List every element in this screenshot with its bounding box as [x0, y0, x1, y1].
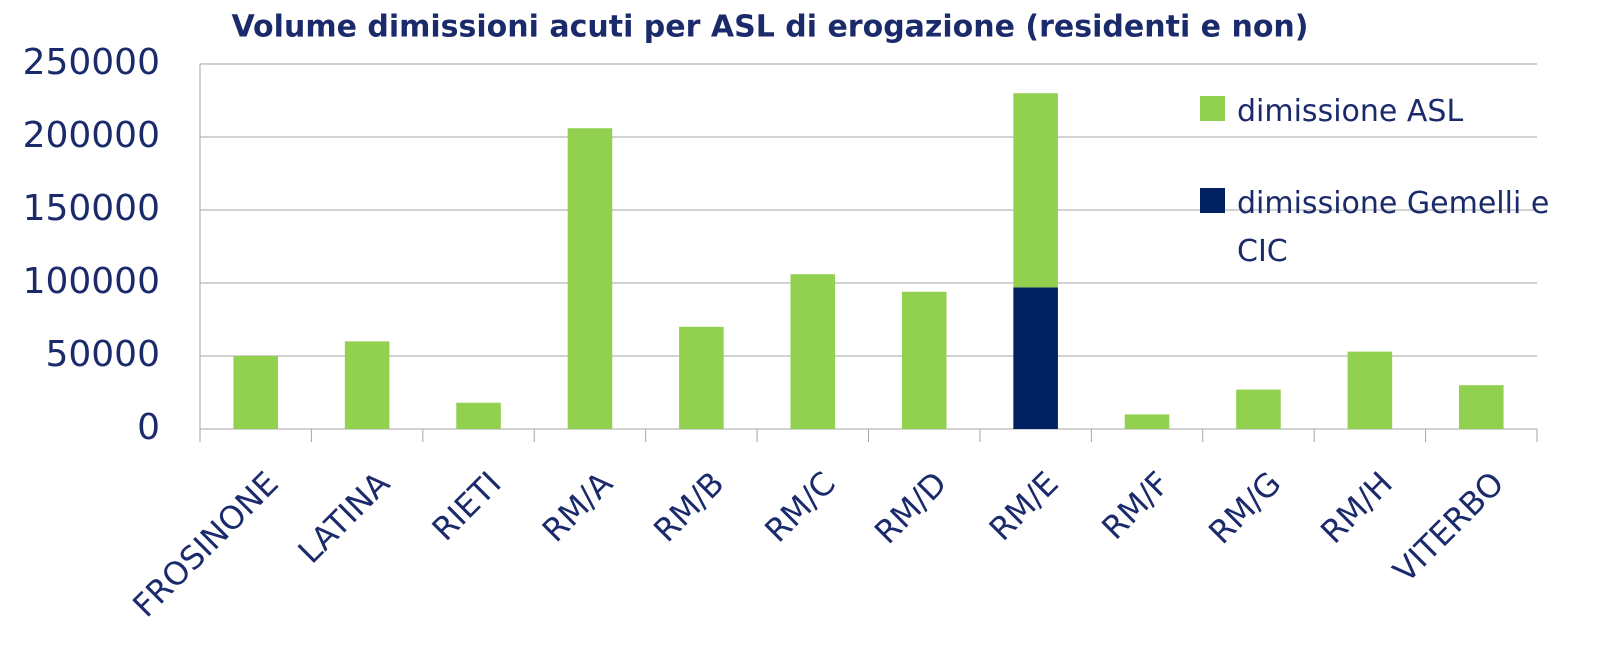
y-tick-label: 0: [137, 407, 160, 448]
bar-segment: [567, 128, 613, 430]
x-tick-label: RM/D: [867, 464, 954, 551]
chart-title: Volume dimissioni acuti per ASL di eroga…: [231, 10, 1308, 45]
x-tick-label: RM/C: [757, 464, 843, 550]
legend-item: dimissione Gemelli e CIC: [1200, 180, 1600, 276]
legend-swatch: [1200, 188, 1225, 213]
bar-segment: [679, 326, 724, 429]
legend-item: dimissione ASL: [1200, 88, 1600, 136]
bar-segment: [790, 274, 836, 429]
bar-segment: [1013, 93, 1058, 288]
x-tick-label: VITERBO: [1386, 464, 1512, 590]
x-tick-label: RIETI: [425, 464, 509, 548]
bar-segment: [456, 402, 501, 429]
y-tick-label: 50000: [45, 334, 160, 375]
x-tick-label: RM/A: [535, 464, 620, 549]
legend-label: dimissione Gemelli e CIC: [1237, 186, 1550, 269]
bar-segment: [1013, 287, 1058, 429]
bar-segment: [233, 356, 278, 429]
x-tick-label: RM/E: [982, 464, 1066, 548]
legend-swatch: [1200, 96, 1225, 121]
bar-segment: [901, 291, 947, 429]
x-tick-label: LATINA: [291, 464, 398, 571]
y-tick-label: 100000: [23, 261, 160, 302]
bar-segment: [1236, 389, 1281, 429]
legend-label: dimissione ASL: [1237, 94, 1464, 129]
x-tick-label: RM/G: [1201, 464, 1288, 551]
x-tick-label: RM/B: [646, 464, 731, 549]
bar-segment: [1124, 414, 1170, 429]
y-tick-label: 200000: [23, 115, 160, 156]
x-tick-label: RM/F: [1094, 464, 1177, 547]
y-tick-label: 250000: [23, 42, 160, 83]
bar-segment: [344, 341, 390, 429]
bar-segment: [1459, 385, 1504, 429]
bar-segment: [1347, 351, 1393, 429]
x-tick-label: RM/H: [1313, 464, 1400, 551]
legend: dimissione ASL dimissione Gemelli e CIC: [1200, 88, 1600, 320]
y-tick-label: 150000: [23, 188, 160, 229]
x-tick-label: FROSINONE: [125, 464, 285, 624]
